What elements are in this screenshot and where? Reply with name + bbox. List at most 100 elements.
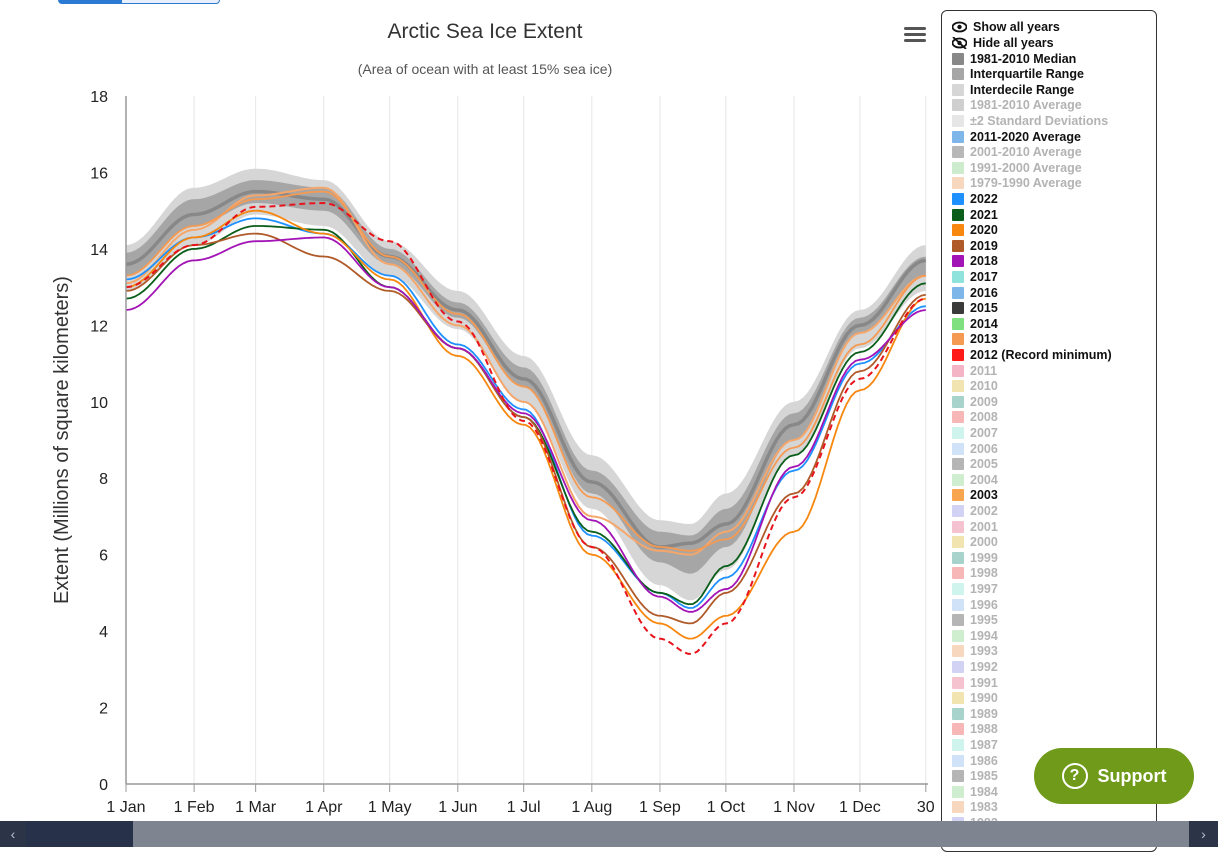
- legend-item[interactable]: 1994: [952, 628, 998, 643]
- legend-item[interactable]: 2011: [952, 363, 997, 378]
- legend-item[interactable]: 2014: [952, 316, 998, 331]
- y-tick-label: 0: [99, 777, 108, 794]
- chart-title: Arctic Sea Ice Extent: [388, 20, 583, 43]
- x-tick-label: 1 Aug: [571, 799, 612, 816]
- legend-item[interactable]: 2006: [952, 441, 998, 456]
- legend-item[interactable]: 2020: [952, 223, 998, 238]
- legend-item[interactable]: 2022: [952, 191, 998, 206]
- x-tick-label: 30: [917, 799, 935, 816]
- legend-item[interactable]: 2019: [952, 238, 998, 253]
- y-tick-label: 2: [99, 701, 108, 718]
- legend-item[interactable]: 1988: [952, 722, 998, 737]
- legend-item[interactable]: 1986: [952, 753, 998, 768]
- range-bands: [126, 168, 926, 601]
- legend-item[interactable]: 1999: [952, 550, 998, 565]
- legend-item-label: 2001-2010 Average: [970, 145, 1082, 160]
- legend-item-label: 2003: [970, 488, 998, 503]
- legend-item[interactable]: 2015: [952, 301, 998, 316]
- show-all-years-button[interactable]: Show all years: [952, 19, 1060, 34]
- support-button[interactable]: ? Support: [1034, 748, 1194, 804]
- legend-swatch: [952, 224, 964, 237]
- legend-item[interactable]: ±2 Standard Deviations: [952, 113, 1108, 128]
- legend-item[interactable]: 1981-2010 Median: [952, 51, 1076, 66]
- chart-menu-button[interactable]: [902, 24, 928, 48]
- legend-item[interactable]: 2011-2020 Average: [952, 129, 1081, 144]
- legend-item[interactable]: 2007: [952, 425, 998, 440]
- x-tick-label: 1 Feb: [174, 799, 215, 816]
- x-tick-label: 1 Nov: [773, 799, 815, 816]
- legend-item[interactable]: 1991-2000 Average: [952, 160, 1082, 175]
- legend-item-label: 1985: [970, 769, 998, 784]
- legend-item[interactable]: 2010: [952, 379, 998, 394]
- legend-item-label: 1999: [970, 550, 998, 565]
- legend-item[interactable]: 1998: [952, 566, 998, 581]
- legend-item[interactable]: 1997: [952, 581, 998, 596]
- sea-ice-chart: Arctic Sea Ice Extent (Area of ocean wit…: [51, 20, 935, 816]
- legend-item[interactable]: 2021: [952, 207, 998, 222]
- legend-swatch: [952, 629, 964, 642]
- y-tick-label: 8: [99, 471, 108, 488]
- legend-item[interactable]: 1995: [952, 613, 998, 628]
- legend-swatch: [952, 536, 964, 549]
- legend-swatch: [952, 68, 964, 81]
- hide-all-years-button[interactable]: Hide all years: [952, 35, 1054, 50]
- scroll-left-button[interactable]: ‹: [0, 821, 26, 847]
- legend-item[interactable]: 1987: [952, 737, 998, 752]
- legend-item[interactable]: 2000: [952, 535, 998, 550]
- legend-swatch: [952, 801, 964, 814]
- legend-item[interactable]: 1996: [952, 597, 998, 612]
- legend-item-label: 1986: [970, 753, 998, 768]
- x-tick-label: 1 Apr: [305, 799, 343, 816]
- legend-item-label: 1992: [970, 659, 998, 674]
- legend-item[interactable]: 2002: [952, 503, 998, 518]
- legend-item[interactable]: 1993: [952, 644, 998, 659]
- legend-item[interactable]: 2018: [952, 254, 998, 269]
- legend-item[interactable]: 2012 (Record minimum): [952, 347, 1112, 362]
- legend-swatch: [952, 567, 964, 580]
- legend-item[interactable]: 2017: [952, 269, 998, 284]
- legend-item-label: 2011-2020 Average: [970, 129, 1081, 144]
- legend-swatch: [952, 582, 964, 595]
- x-tick-label: 1 Mar: [235, 799, 277, 816]
- chart-subtitle: (Area of ocean with at least 15% sea ice…: [358, 61, 612, 77]
- legend-item[interactable]: 1991: [952, 675, 998, 690]
- legend-item-label: 1987: [970, 737, 998, 752]
- legend-item[interactable]: Interquartile Range: [952, 67, 1084, 82]
- legend-item-label: 2001: [970, 519, 998, 534]
- show-all-years-label: Show all years: [973, 19, 1060, 34]
- legend-item[interactable]: 2009: [952, 394, 998, 409]
- legend-item[interactable]: 1985: [952, 769, 998, 784]
- legend-item[interactable]: 1984: [952, 784, 998, 799]
- legend-item[interactable]: 2016: [952, 285, 998, 300]
- scrollbar-thumb[interactable]: [26, 821, 133, 847]
- legend-item[interactable]: 2008: [952, 410, 998, 425]
- legend-item-label: 2022: [970, 191, 998, 206]
- legend-item[interactable]: 1981-2010 Average: [952, 98, 1082, 113]
- legend-item-label: 2020: [970, 223, 998, 238]
- x-tick-label: 1 Jul: [507, 799, 541, 816]
- legend-item[interactable]: 1989: [952, 706, 998, 721]
- scroll-right-button[interactable]: ›: [1189, 821, 1218, 847]
- horizontal-scrollbar[interactable]: ‹ ›: [0, 821, 1218, 847]
- legend-item[interactable]: Interdecile Range: [952, 82, 1074, 97]
- legend-item[interactable]: 2001: [952, 519, 998, 534]
- legend-item[interactable]: 2004: [952, 472, 998, 487]
- legend-item[interactable]: 1983: [952, 800, 998, 815]
- legend-swatch: [952, 692, 964, 705]
- legend-item[interactable]: 2001-2010 Average: [952, 145, 1082, 160]
- legend-swatch: [952, 161, 964, 174]
- legend-item[interactable]: 1979-1990 Average: [952, 176, 1082, 191]
- legend-item[interactable]: 2003: [952, 488, 998, 503]
- legend-item[interactable]: 1992: [952, 659, 998, 674]
- legend-swatch: [952, 380, 964, 393]
- axes: 0 2 4 6 8 10 12 14 16 18 1 Jan 1 Feb 1 Mar 1 Apr 1 May…: [90, 89, 935, 816]
- legend-swatch: [952, 364, 964, 377]
- legend-item-label: 1990: [970, 691, 998, 706]
- legend-item[interactable]: 2013: [952, 332, 998, 347]
- legend-item[interactable]: 1990: [952, 691, 998, 706]
- legend-item[interactable]: 2005: [952, 457, 998, 472]
- legend-item-label: 1994: [970, 628, 998, 643]
- legend-item-label: 2000: [970, 535, 998, 550]
- series-line-2022: [125, 217, 926, 609]
- series-line-2018: [125, 236, 926, 613]
